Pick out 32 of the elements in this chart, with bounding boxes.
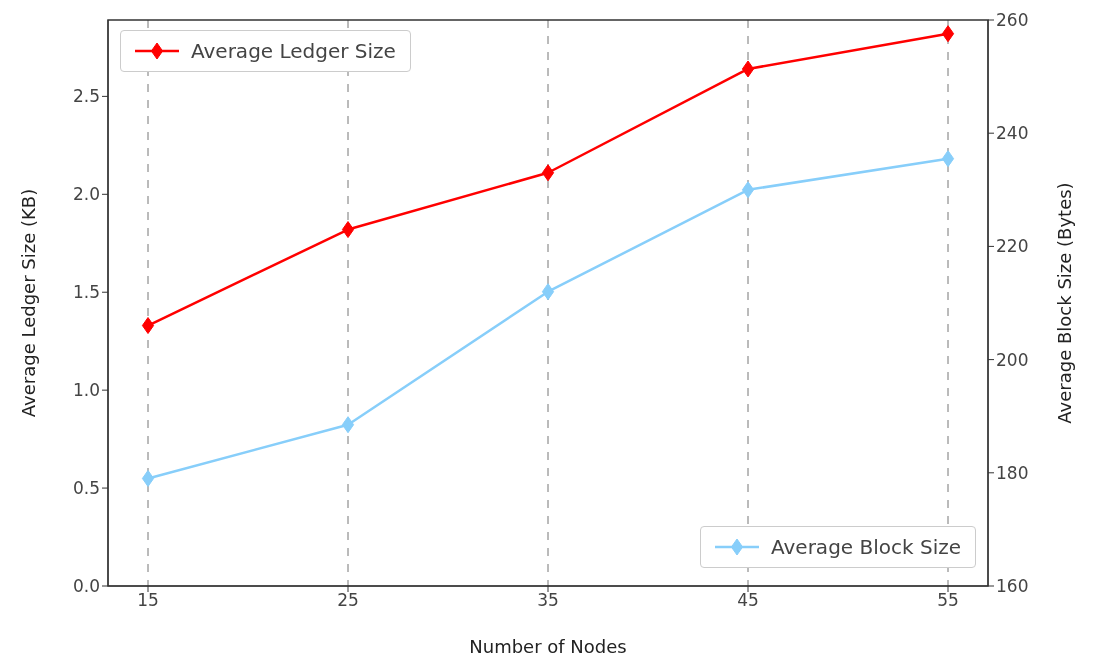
point xyxy=(941,25,955,43)
y-tick-label: 1.0 xyxy=(72,380,100,401)
x-axis-title: Number of Nodes xyxy=(469,636,627,657)
x-tick-label: 25 xyxy=(337,590,359,611)
legend-label: Average Block Size xyxy=(771,535,961,559)
point xyxy=(341,416,355,434)
x-tick-label: 55 xyxy=(937,590,959,611)
y-tick-label: 1.5 xyxy=(72,282,100,303)
y2-tick-label: 260 xyxy=(996,10,1029,31)
y-axis-title: Average Ledger Size (KB) xyxy=(18,188,39,418)
y2-axis-title: Average Block Size (Bytes) xyxy=(1054,182,1075,424)
point xyxy=(541,283,555,301)
x-tick-label: 35 xyxy=(537,590,559,611)
y-tick-label: 2.5 xyxy=(72,86,100,107)
y-tick-label: 0.5 xyxy=(72,478,100,499)
point xyxy=(741,181,755,199)
point xyxy=(141,469,155,487)
y2-tick-label: 240 xyxy=(996,123,1029,144)
point xyxy=(741,60,755,78)
x-tick-label: 45 xyxy=(737,590,759,611)
y2-tick-label: 220 xyxy=(996,236,1029,257)
point xyxy=(141,317,155,335)
point xyxy=(941,150,955,168)
x-tick-label: 15 xyxy=(137,590,159,611)
y2-tick-label: 200 xyxy=(996,349,1029,370)
y-tick-label: 2.0 xyxy=(72,184,100,205)
point xyxy=(541,164,555,182)
legend-label: Average Ledger Size xyxy=(191,39,396,63)
y2-tick-label: 180 xyxy=(996,462,1029,483)
y-tick-label: 0.0 xyxy=(72,576,100,597)
point xyxy=(341,221,355,239)
y2-tick-label: 160 xyxy=(996,576,1029,597)
